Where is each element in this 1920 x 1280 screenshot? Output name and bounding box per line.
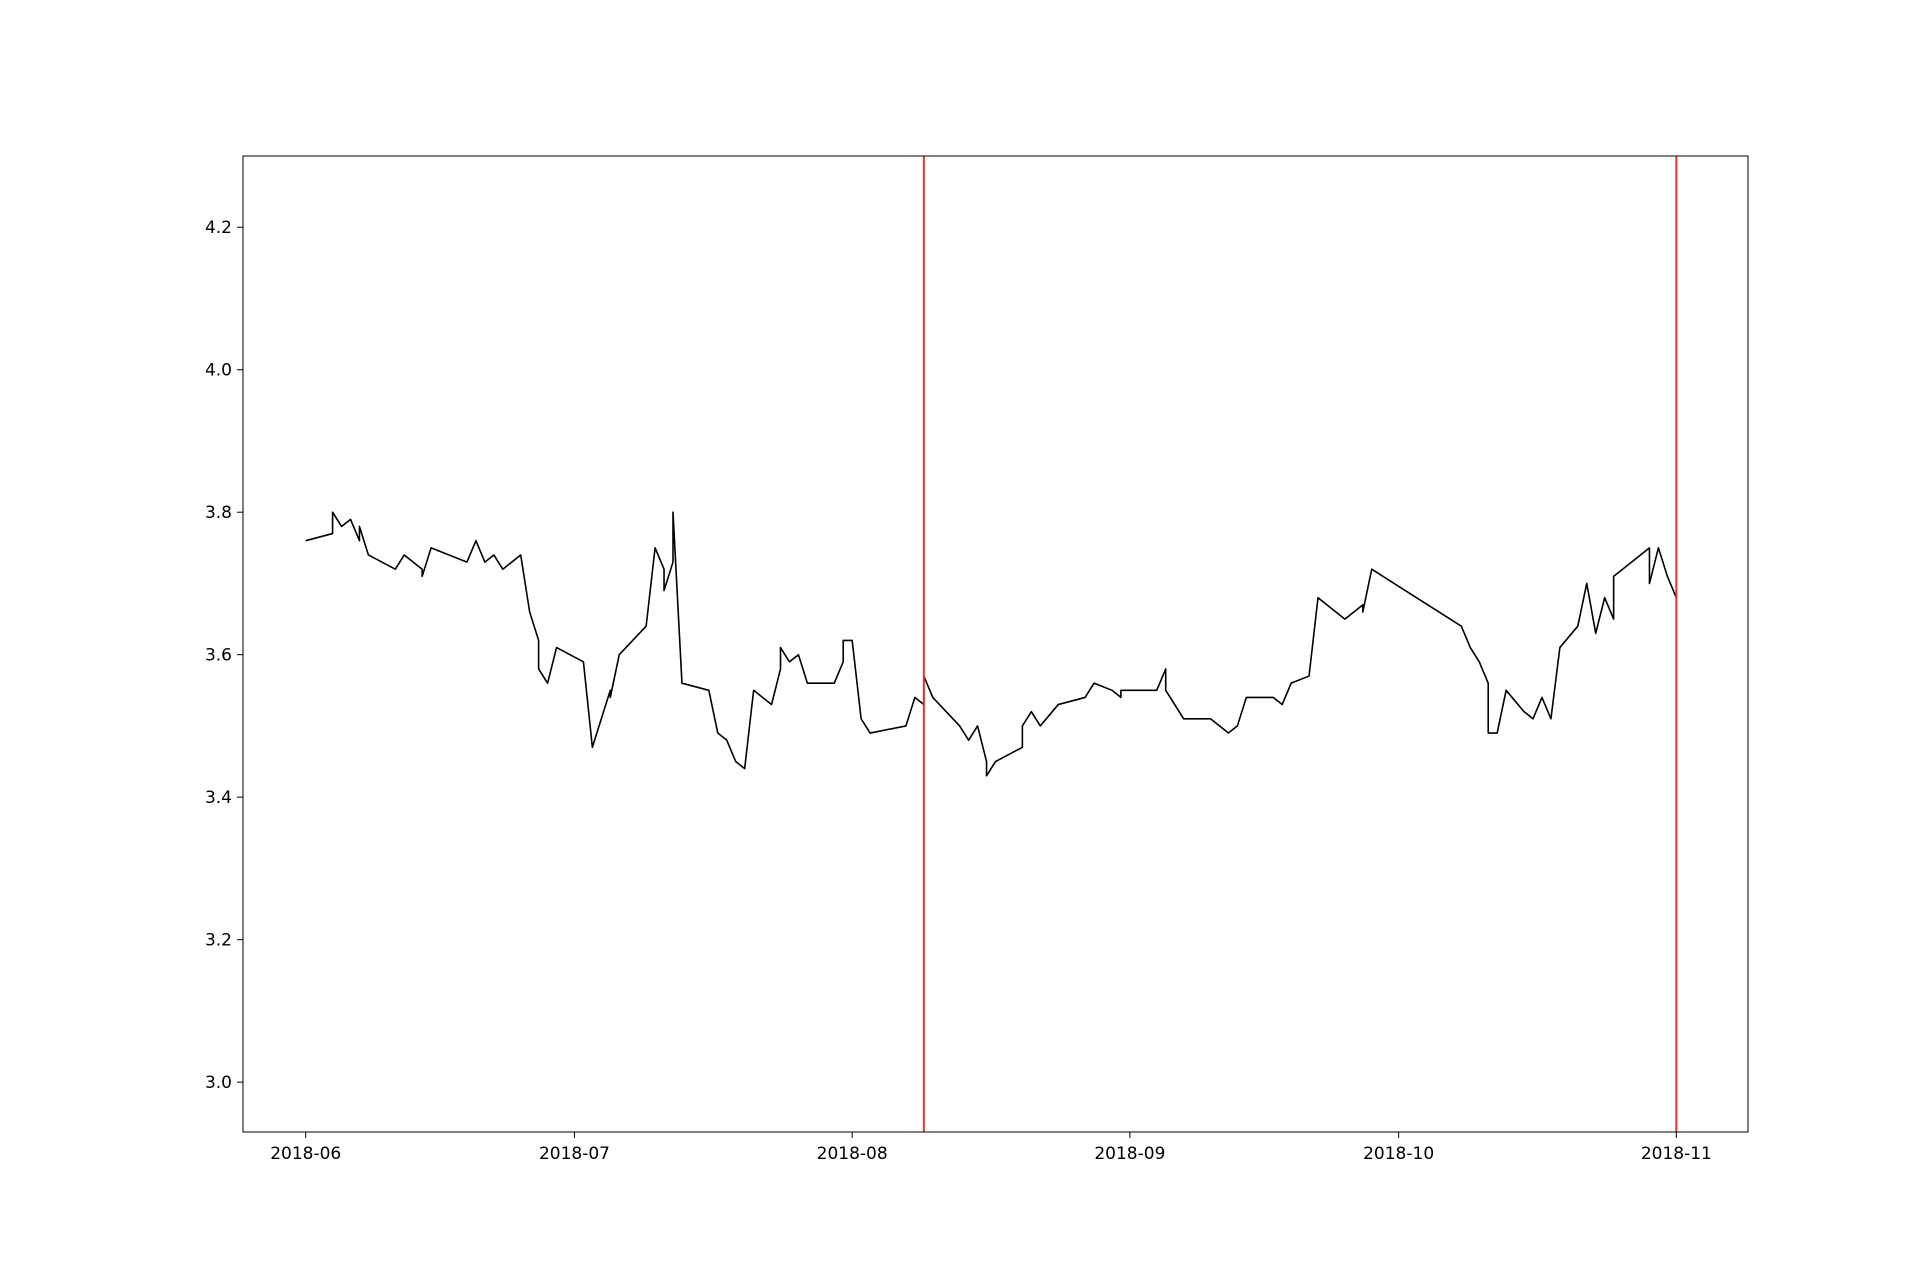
y-tick-label: 3.8 [205, 503, 232, 523]
y-tick-label: 3.2 [205, 931, 232, 951]
x-tick-label: 2018-06 [270, 1144, 341, 1164]
x-tick-label: 2018-08 [817, 1144, 888, 1164]
y-tick-label: 4.0 [205, 361, 232, 381]
x-tick-label: 2018-07 [539, 1144, 610, 1164]
y-tick-label: 3.0 [205, 1073, 232, 1093]
y-tick-label: 4.2 [205, 218, 232, 238]
plot-frame [242, 155, 1749, 1133]
line-series [305, 511, 1678, 777]
y-tick-label: 3.4 [205, 788, 232, 808]
x-tick-label: 2018-11 [1641, 1144, 1712, 1164]
x-tick-label: 2018-10 [1363, 1144, 1434, 1164]
y-tick-label: 3.6 [205, 646, 232, 666]
x-tick-label: 2018-09 [1094, 1144, 1165, 1164]
